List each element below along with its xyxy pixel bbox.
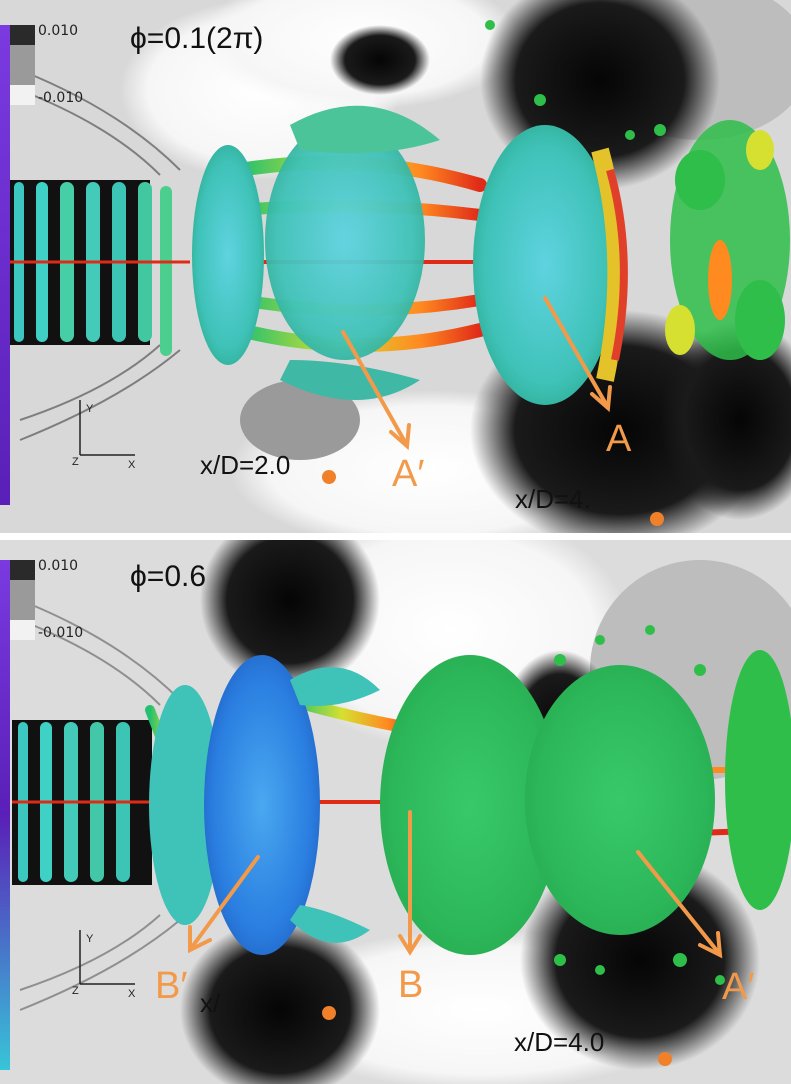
station-label: x/	[200, 988, 221, 1018]
flow-visualization-top: Y Z X	[0, 0, 791, 533]
station-dot	[322, 470, 336, 484]
marker-label: A	[606, 418, 632, 460]
svg-text:X: X	[128, 988, 136, 1000]
phase-label: ϕ=0.6	[130, 560, 207, 593]
flow-visualization-bottom: Y Z X	[0, 540, 791, 1084]
station-label: x/D=2.0	[200, 450, 291, 480]
colorbar-min-label: -0.010	[38, 90, 84, 106]
station-label: x/D=4.	[515, 484, 591, 514]
station-dot	[650, 512, 664, 526]
svg-text:Y: Y	[86, 933, 94, 945]
colorbar-max-label: 0.010	[38, 558, 79, 574]
top-panel: Y Z X ϕ=0.1(2π) 0.010 -0.010 x/D=2.0 x/D…	[0, 0, 791, 533]
panel-separator	[0, 533, 791, 540]
marker-label: B′	[155, 965, 188, 1007]
marker-label: A′	[722, 966, 755, 1008]
colorbar-min-label: -0.010	[38, 625, 84, 641]
svg-text:Z: Z	[72, 456, 79, 468]
svg-text:Y: Y	[86, 403, 94, 415]
colorbar-max-label: 0.010	[38, 23, 79, 39]
marker-label: B	[398, 964, 424, 1006]
phase-label: ϕ=0.1(2π)	[130, 22, 264, 55]
station-dot	[658, 1052, 672, 1066]
station-label: x/D=4.0	[514, 1027, 605, 1057]
marker-label: A′	[392, 453, 425, 495]
bottom-panel: Y Z X ϕ=0.6 0.010 -0.010 x/ x/D=4.0 B′ B…	[0, 540, 791, 1084]
svg-text:Z: Z	[72, 985, 79, 997]
station-dot	[322, 1006, 336, 1020]
svg-text:X: X	[128, 459, 136, 471]
